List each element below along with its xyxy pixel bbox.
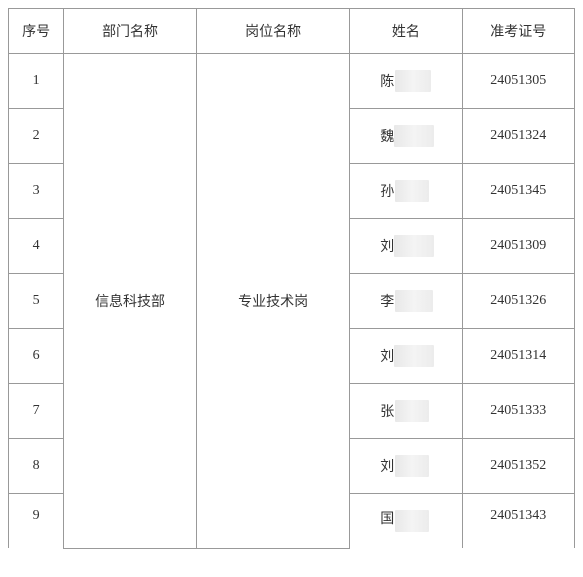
cell-seq: 3: [9, 164, 64, 219]
name-first-char: 陈: [380, 71, 394, 91]
cell-seq: 4: [9, 219, 64, 274]
cell-name: 刘: [350, 329, 462, 384]
cell-dept: 信息科技部: [64, 54, 197, 549]
table-row: 1信息科技部专业技术岗陈24051305: [9, 54, 575, 109]
name-mask: [394, 125, 434, 147]
cell-seq: 7: [9, 384, 64, 439]
name-first-char: 刘: [380, 346, 394, 366]
cell-seq: 2: [9, 109, 64, 164]
cell-exam: 24051324: [462, 109, 574, 164]
name-first-char: 李: [380, 291, 394, 311]
cell-name: 刘: [350, 219, 462, 274]
name-mask: [395, 455, 429, 477]
name-mask: [394, 235, 434, 257]
cell-name: 魏: [350, 109, 462, 164]
cell-exam: 24051333: [462, 384, 574, 439]
header-name: 姓名: [350, 9, 462, 54]
cell-seq: 1: [9, 54, 64, 109]
name-mask: [394, 345, 434, 367]
cell-seq: 8: [9, 439, 64, 494]
name-first-char: 孙: [380, 181, 394, 201]
cell-exam: 24051343: [462, 494, 574, 549]
cell-name: 刘: [350, 439, 462, 494]
header-exam: 准考证号: [462, 9, 574, 54]
candidate-table: 序号 部门名称 岗位名称 姓名 准考证号 1信息科技部专业技术岗 陈 2405130…: [8, 8, 575, 549]
cell-exam: 24051309: [462, 219, 574, 274]
header-dept: 部门名称: [64, 9, 197, 54]
name-first-char: 国: [380, 508, 394, 528]
cell-seq: 6: [9, 329, 64, 384]
cell-exam: 24051314: [462, 329, 574, 384]
cell-exam: 24051326: [462, 274, 574, 329]
cell-post: 专业技术岗: [196, 54, 349, 549]
name-mask: [395, 290, 433, 312]
cell-name: 国: [350, 494, 462, 549]
cell-exam: 24051305: [462, 54, 574, 109]
cell-exam: 24051352: [462, 439, 574, 494]
cell-exam: 24051345: [462, 164, 574, 219]
name-mask: [395, 510, 429, 532]
cell-name: 孙: [350, 164, 462, 219]
cell-name: 张: [350, 384, 462, 439]
name-mask: [395, 400, 429, 422]
table-header-row: 序号 部门名称 岗位名称 姓名 准考证号: [9, 9, 575, 54]
cell-name: 李: [350, 274, 462, 329]
name-first-char: 张: [380, 401, 394, 421]
cell-name: 陈: [350, 54, 462, 109]
name-mask: [395, 70, 431, 92]
cell-seq: 5: [9, 274, 64, 329]
name-first-char: 刘: [380, 236, 394, 256]
name-first-char: 刘: [380, 456, 394, 476]
name-first-char: 魏: [380, 126, 394, 146]
cell-seq: 9: [9, 494, 64, 549]
header-seq: 序号: [9, 9, 64, 54]
header-post: 岗位名称: [196, 9, 349, 54]
name-mask: [395, 180, 429, 202]
